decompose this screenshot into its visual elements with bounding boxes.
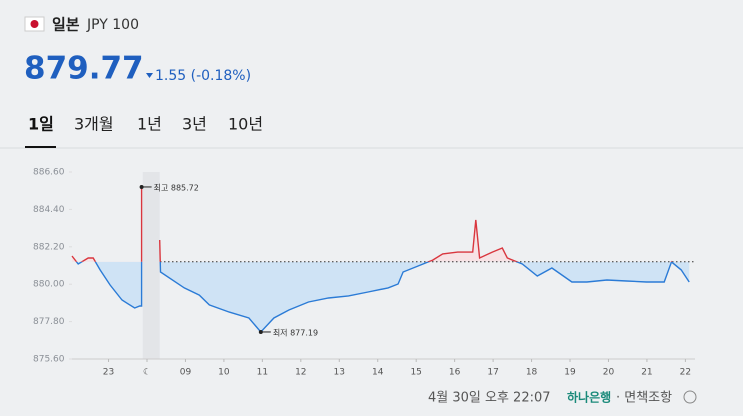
y-tick-label: 886.60 — [33, 168, 65, 178]
line-above — [71, 187, 673, 262]
annotation: 최저 877.19 — [273, 327, 318, 337]
price: 879.77 — [24, 51, 144, 87]
y-tick-label: 884.40 — [33, 205, 65, 215]
annotation: 최고 885.72 — [154, 182, 199, 192]
x-tick-label: 18 — [526, 368, 538, 378]
y-tick-label: 882.20 — [33, 242, 65, 252]
line-below — [75, 261, 690, 334]
country: 일본 — [52, 16, 80, 34]
x-tick-label: 10 — [218, 368, 230, 378]
tab[interactable]: 1일 — [28, 115, 54, 134]
x-tick-label: 11 — [257, 368, 268, 378]
y-tick-label: 880.00 — [33, 280, 65, 290]
timestamp: 4월 30일 오후 22:07 — [428, 391, 551, 406]
flag-sun — [30, 20, 39, 28]
change: 1.55 (-0.18%) — [155, 68, 251, 84]
x-tick-label: 13 — [334, 368, 345, 378]
x-tick-label: 16 — [449, 368, 461, 378]
x-tick-label: 12 — [295, 368, 306, 378]
x-tick-label: 14 — [372, 368, 384, 378]
tab[interactable]: 10년 — [228, 115, 263, 134]
currency-code: JPY 100 — [86, 17, 139, 33]
x-tick-label: 19 — [564, 368, 576, 378]
x-tick-label: 09 — [180, 368, 192, 378]
x-tick-label: 15 — [410, 368, 421, 378]
x-tick-label: 21 — [641, 368, 652, 378]
info-icon[interactable] — [683, 390, 697, 404]
closed-band — [142, 172, 160, 359]
x-tick-label: ☾ — [143, 368, 151, 378]
x-tick-label: 17 — [487, 368, 498, 378]
disclaimer[interactable]: · 면책조항 — [616, 391, 672, 406]
x-tick-label: 22 — [680, 368, 691, 378]
down-arrow — [146, 73, 153, 78]
x-tick-label: 23 — [103, 368, 114, 378]
x-tick-label: 20 — [603, 368, 615, 378]
tab[interactable]: 3년 — [182, 115, 207, 134]
y-tick-label: 877.80 — [33, 317, 65, 327]
area-below — [76, 261, 690, 332]
tab[interactable]: 3개월 — [74, 115, 114, 134]
y-tick-label: 875.60 — [33, 355, 65, 365]
bank-logo[interactable]: 하나은행 — [567, 390, 611, 405]
tab[interactable]: 1년 — [137, 115, 162, 134]
